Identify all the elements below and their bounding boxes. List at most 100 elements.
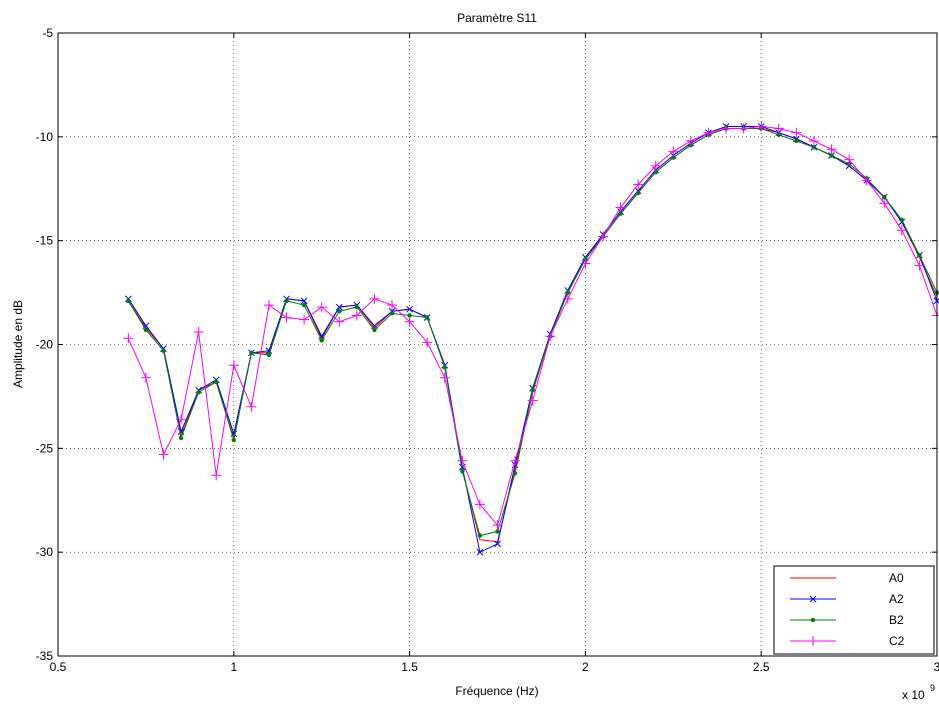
point-c2: [369, 293, 380, 304]
point-b2: [354, 304, 360, 310]
marker-stroke: [318, 332, 326, 340]
x-axis-exponent-base: x 10: [902, 688, 925, 702]
point-c2: [246, 401, 257, 412]
point-c2: [334, 316, 345, 327]
point-a2: [300, 297, 308, 305]
x-axis-exponent: x 10 9: [902, 683, 935, 702]
point-c2: [808, 135, 819, 146]
point-b2: [829, 153, 834, 158]
y-axis-label: Amplitude en dB: [11, 300, 25, 388]
y-tick-label: -5: [42, 26, 53, 40]
point-c2: [562, 293, 573, 304]
point-b2: [882, 194, 887, 200]
legend-item-a2: A2: [790, 592, 904, 606]
legend: A0 A2 B2 C2: [773, 565, 935, 655]
legend-marker-b2: [810, 617, 816, 623]
legend-marker-c2: [808, 636, 818, 646]
point-b2: [653, 169, 658, 175]
x-axis-exponent-power: 9: [930, 683, 935, 693]
marker-stroke: [300, 297, 308, 305]
point-b2: [442, 365, 447, 370]
marker-stroke: [406, 305, 413, 313]
point-c2: [721, 123, 732, 134]
point-c2: [597, 231, 608, 242]
point-b2: [618, 211, 623, 216]
y-tick-label: -15: [36, 234, 54, 248]
point-b2: [899, 217, 905, 223]
y-tick-label: -20: [36, 338, 54, 352]
point-c2: [422, 337, 433, 348]
legend-label-a0: A0: [889, 571, 904, 585]
point-b2: [565, 290, 571, 295]
point-c2: [580, 258, 591, 269]
point-c2: [844, 154, 855, 165]
point-b2: [389, 311, 395, 316]
point-c2: [791, 127, 802, 138]
point-b2: [811, 145, 817, 150]
y-tick-label: -25: [36, 441, 54, 455]
point-c2: [193, 327, 204, 338]
point-c2: [140, 372, 151, 383]
legend-label-b2: B2: [889, 613, 904, 627]
marker-stroke: [494, 540, 501, 548]
point-b2: [301, 302, 307, 308]
point-c2: [492, 520, 503, 531]
point-b2: [460, 468, 465, 474]
point-a2: [476, 548, 484, 556]
point-c2: [176, 414, 187, 425]
point-b2: [319, 338, 324, 343]
point-b2: [178, 435, 184, 441]
point-b2: [776, 132, 781, 137]
point-b2: [671, 155, 676, 160]
marker-stroke: [809, 595, 817, 603]
y-tick-label: -35: [36, 649, 54, 663]
point-c2: [263, 300, 274, 311]
marker-stroke: [476, 548, 484, 556]
point-c2: [299, 314, 310, 325]
point-c2: [351, 310, 362, 321]
point-b2: [126, 298, 131, 304]
point-b2: [635, 190, 641, 196]
point-c2: [211, 470, 222, 481]
point-c2: [387, 300, 398, 311]
legend-item-c2: C2: [790, 634, 905, 648]
legend-label-c2: C2: [889, 634, 905, 648]
point-b2: [284, 298, 289, 304]
point-c2: [703, 127, 714, 138]
point-b2: [495, 529, 500, 534]
point-b2: [337, 309, 342, 314]
point-c2: [281, 312, 292, 323]
point-c2: [773, 123, 784, 134]
point-b2: [161, 348, 166, 353]
point-b2: [231, 437, 236, 443]
point-c2: [668, 146, 679, 157]
x-tick-label: 1: [230, 660, 237, 674]
legend-item-b2: B2: [790, 613, 904, 627]
point-c2: [633, 179, 644, 190]
point-b2: [917, 253, 922, 258]
legend-marker-a2: [809, 595, 817, 603]
y-tick-label: -10: [36, 130, 54, 144]
point-c2: [527, 395, 538, 406]
ticks: 0.5 1 1.5 2 2.5 3 -35 -30 -25 -20 -15 -10 -5: [36, 26, 939, 674]
point-b2: [512, 471, 518, 476]
x-axis-label: Fréquence (Hz): [455, 684, 538, 698]
point-c2: [404, 316, 415, 327]
chart-title: Paramètre S11: [457, 11, 537, 25]
point-a2: [318, 332, 326, 340]
marker-stroke: [335, 303, 343, 311]
point-c2: [510, 455, 521, 466]
point-c2: [756, 121, 767, 132]
point-c2: [861, 175, 872, 186]
point-b2: [477, 533, 483, 538]
x-tick-label: 3: [934, 660, 939, 674]
point-c2: [228, 360, 239, 371]
point-b2: [407, 313, 412, 318]
point-b2: [794, 138, 799, 144]
point-b2: [249, 350, 254, 356]
point-c2: [738, 123, 749, 134]
plot-area: [58, 33, 937, 656]
point-a2: [142, 322, 150, 330]
y-tick-label: -30: [36, 545, 54, 559]
point-b2: [530, 387, 535, 393]
